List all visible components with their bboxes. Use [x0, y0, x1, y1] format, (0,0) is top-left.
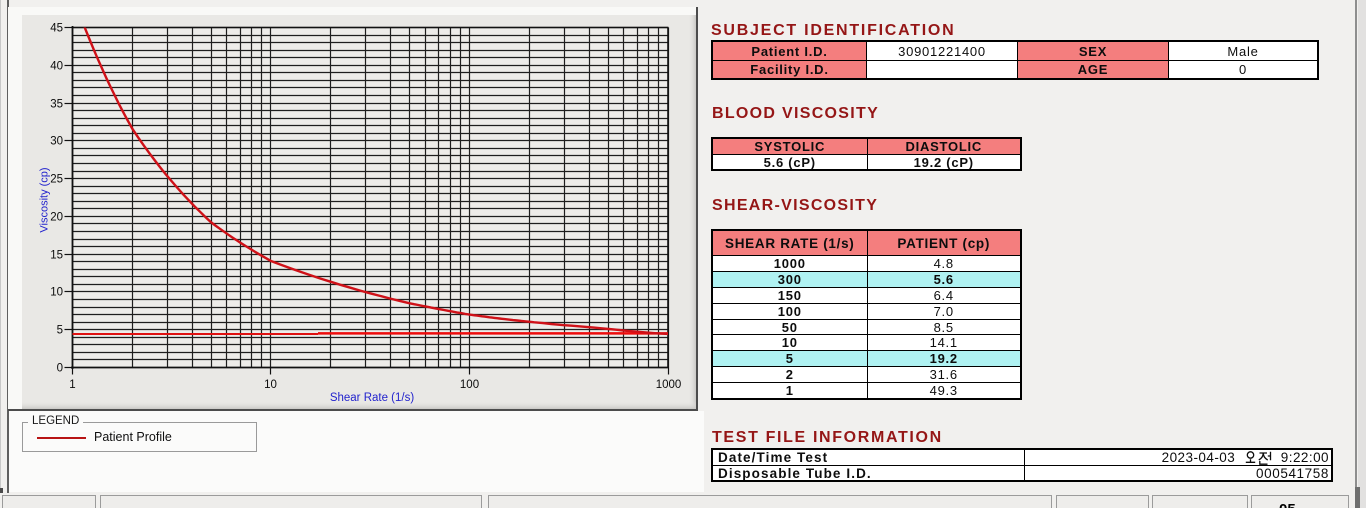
svg-text:10: 10 — [264, 379, 277, 391]
svg-text:5: 5 — [57, 325, 63, 337]
svg-text:35: 35 — [50, 99, 63, 111]
svg-text:Viscosity (cp): Viscosity (cp) — [39, 167, 51, 232]
svg-text:40: 40 — [50, 61, 63, 73]
svg-text:25: 25 — [50, 174, 63, 186]
svg-text:45: 45 — [50, 23, 63, 35]
svg-text:30: 30 — [50, 136, 63, 148]
svg-text:Shear Rate (1/s): Shear Rate (1/s) — [330, 392, 415, 404]
svg-text:1: 1 — [69, 379, 75, 391]
svg-text:10: 10 — [50, 287, 63, 299]
svg-text:15: 15 — [50, 250, 63, 262]
svg-text:20: 20 — [50, 212, 63, 224]
svg-text:0: 0 — [57, 363, 63, 375]
svg-text:100: 100 — [460, 379, 479, 391]
svg-text:1000: 1000 — [656, 379, 682, 391]
